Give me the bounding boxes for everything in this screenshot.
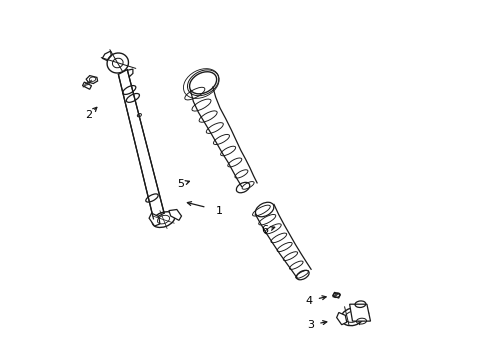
Text: 3: 3	[307, 320, 314, 330]
Text: 4: 4	[305, 296, 312, 306]
Text: 6: 6	[260, 225, 267, 235]
Polygon shape	[168, 210, 181, 220]
Text: 2: 2	[85, 110, 92, 120]
Polygon shape	[86, 76, 98, 84]
Text: 5: 5	[177, 179, 183, 189]
Polygon shape	[336, 312, 346, 325]
Polygon shape	[149, 213, 160, 226]
Polygon shape	[357, 307, 368, 318]
Polygon shape	[82, 82, 91, 89]
Polygon shape	[118, 69, 164, 219]
Polygon shape	[349, 304, 370, 321]
Polygon shape	[332, 292, 339, 298]
Text: 1: 1	[215, 206, 223, 216]
